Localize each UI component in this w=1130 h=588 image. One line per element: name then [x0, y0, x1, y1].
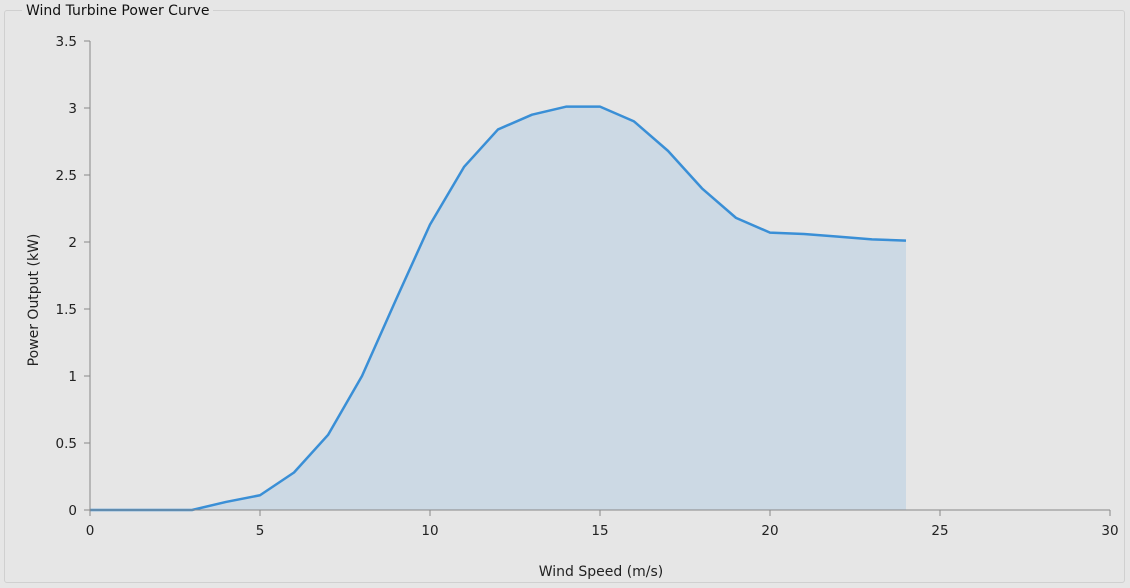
series-line	[90, 105, 907, 512]
y-tick-label: 2.5	[56, 168, 77, 184]
ticks-layer: 0 5 10 15 20 25 30 0 0.5 1 1.5 2 2.5 3 3.5	[56, 34, 1119, 539]
area-layer	[90, 105, 907, 512]
x-tick-label: 5	[256, 523, 265, 539]
y-tick-label: 3.5	[56, 34, 77, 50]
y-tick-label: 3	[68, 101, 77, 117]
x-axis-title: Wind Speed (m/s)	[539, 564, 664, 580]
x-tick-label: 20	[761, 523, 778, 539]
y-tick-label: 2	[68, 235, 77, 251]
chart-title: Wind Turbine Power Curve	[22, 3, 214, 19]
y-tick-label: 0	[68, 503, 77, 519]
x-tick-label: 30	[1101, 523, 1118, 539]
series-area	[90, 106, 906, 510]
x-tick-label: 10	[421, 523, 438, 539]
y-tick-label: 1.5	[56, 302, 77, 318]
y-tick-label: 0.5	[56, 436, 77, 452]
x-tick-label: 25	[931, 523, 948, 539]
y-tick-label: 1	[68, 369, 77, 385]
x-tick-label: 0	[86, 523, 95, 539]
y-axis-title: Power Output (kW)	[26, 234, 42, 367]
x-tick-label: 15	[591, 523, 608, 539]
